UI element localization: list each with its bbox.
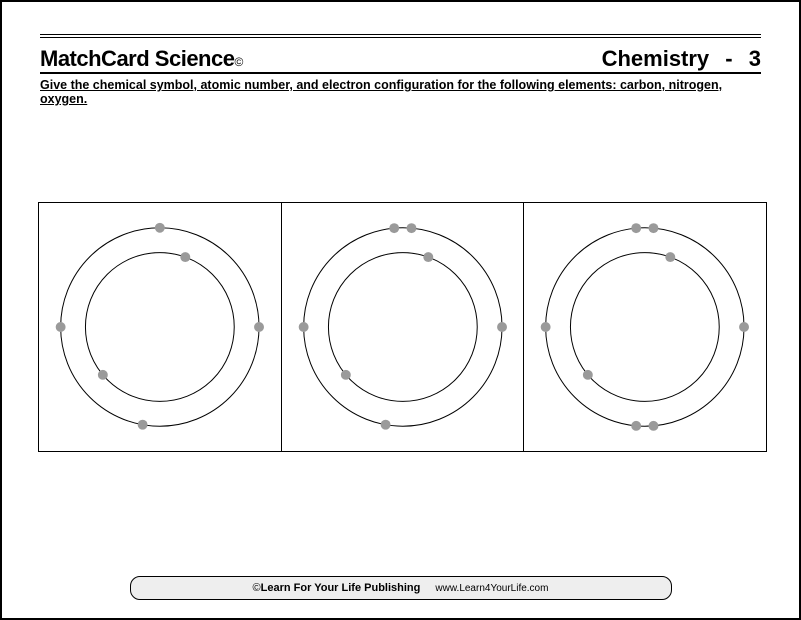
title-text: MatchCard Science [40,46,234,71]
instruction-text: Give the chemical symbol, atomic number,… [40,78,761,106]
footer: ©Learn For Your Life Publishing www.Lear… [130,576,672,600]
header-subject: Chemistry - 3 [602,46,761,72]
copyright-icon: © [234,55,242,69]
worksheet-page: MatchCard Science© Chemistry - 3 Give th… [0,0,801,620]
diagram-panel-oxygen [524,202,767,452]
footer-url: www.Learn4YourLife.com [435,583,548,594]
top-double-rule [40,34,761,39]
bohr-model-carbon [39,203,281,451]
bohr-model-oxygen [524,203,766,451]
bohr-model-nitrogen [282,203,524,451]
footer-copyright-icon: © [253,582,261,594]
footer-publisher: Learn For Your Life Publishing [261,582,421,594]
subject-text: Chemistry [602,46,710,71]
header-title: MatchCard Science© [40,46,243,72]
diagram-panel-carbon [38,202,282,452]
diagram-panels [38,202,767,452]
header-underline [40,72,761,74]
page-number: 3 [749,46,761,71]
header: MatchCard Science© Chemistry - 3 [40,42,761,72]
subject-dash: - [715,46,742,72]
diagram-panel-nitrogen [282,202,525,452]
